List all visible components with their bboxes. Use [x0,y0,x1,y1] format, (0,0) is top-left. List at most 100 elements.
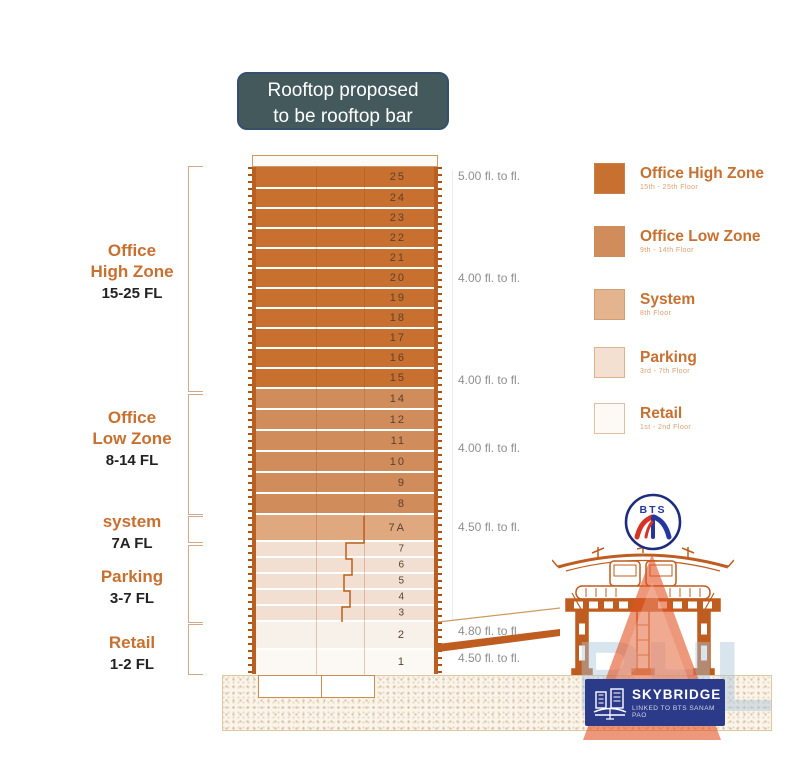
floor-20: 20 [256,269,434,289]
floor-19: 19 [256,289,434,309]
interior-column-line [316,167,317,675]
legend-subtitle: 1st - 2nd Floor [640,424,692,431]
legend-swatch [594,226,625,257]
building-tower: 25 24 23 22 21 20 19 18 17 16 15 14 12 11 10 9 8 7A 7 6 5 4 3 2… [248,155,442,675]
floor-14: 14 [256,389,434,410]
floor-23: 23 [256,209,434,229]
floor-number: 1 [397,656,406,668]
zone-bracket [188,545,203,623]
floor-25: 25 [256,167,434,189]
legend-subtitle: 8th Floor [640,310,672,317]
rooftop-callout-line2: to be rooftop bar [273,106,413,127]
legend-text: Office Low Zone 9th - 14th Floor [640,226,761,254]
zone-bracket [188,394,203,515]
dimension-guide-line [452,170,453,620]
dimension-label: 4.50 fl. to fl. [458,520,521,534]
floor-4: 4 [256,590,434,606]
floor-11: 11 [256,431,434,452]
legend-title: Office Low Zone [640,228,761,245]
floor-number: 11 [390,434,406,447]
legend-title: Parking [640,349,697,366]
zone-title: Parking [100,567,164,586]
dimension-label: 4.50 fl. to fl. [458,651,521,665]
zone-floors: 8-14 FL [105,452,159,469]
legend-entry-office: Office High Zone 15th - 25th Floor [594,163,764,194]
legend-swatch [594,289,625,320]
bts-logo: BTS [624,493,682,551]
legend-subtitle: 15th - 25th Floor [640,184,699,191]
legend-swatch [594,347,625,378]
legend-title: Office High Zone [640,165,764,182]
zone-label-8-14-fl: Office Low Zone 8-14 FL [52,407,212,471]
zone-title: Office [107,241,157,260]
zone-label-15-25-fl: Office High Zone 15-25 FL [52,240,212,304]
zone-bracket [188,624,203,675]
floor-15: 15 [256,369,434,389]
floor-5: 5 [256,574,434,590]
parking-ramp-steps [341,516,365,622]
zone-floors: 3-7 FL [109,590,155,607]
zone-bracket [188,166,203,392]
floor-number: 23 [389,212,406,224]
zone-title: Retail [108,633,156,652]
floor-17: 17 [256,329,434,349]
floor-number: 15 [389,372,406,384]
legend-text: Retail 1st - 2nd Floor [640,403,691,431]
floor-number: 2 [397,629,406,641]
interior-column-line [364,167,365,675]
zone-title: Office [107,408,157,427]
floor-number: 19 [389,292,406,304]
floor-9: 9 [256,473,434,494]
skybridge-icon [593,687,627,720]
legend-entry-office: Office Low Zone 9th - 14th Floor [594,226,761,257]
legend-swatch [594,403,625,434]
floor-8: 8 [256,494,434,515]
rooftop-callout-line1: Rooftop proposed [267,80,419,101]
floor-6: 6 [256,558,434,574]
floor-number: 3 [398,607,406,619]
legend-title: Retail [640,405,683,422]
legend-text: Parking 3rd - 7th Floor [640,347,697,375]
floor-10: 10 [256,452,434,473]
rooftop-callout: Rooftop proposed to be rooftop bar [237,72,449,130]
zone-floors: 1-2 FL [109,656,155,673]
floor-number: 25 [389,171,406,183]
legend-entry-system: System 8th Floor [594,289,695,320]
legend-entry-parking: Parking 3rd - 7th Floor [594,347,697,378]
floor-number: 10 [389,455,406,468]
floor-24: 24 [256,189,434,209]
floor-21: 21 [256,249,434,269]
skybridge-badge: SKYBRIDGE LINKED TO BTS SANAM PAO [585,679,725,726]
floor-1: 1 [256,650,434,674]
bts-logo-red-swoosh [634,514,655,540]
legend-text: Office High Zone 15th - 25th Floor [640,163,764,191]
dimension-label: 4.00 fl. to fl. [458,441,521,455]
legend-subtitle: 9th - 14th Floor [640,247,694,254]
floor-22: 22 [256,229,434,249]
building-roof [252,155,438,167]
floor-7a: 7A [256,515,434,542]
zone-title: system [102,512,162,531]
floor-number: 7 [398,543,406,555]
bts-logo-text: BTS [640,504,667,516]
floor-2: 2 [256,622,434,650]
floor-number: 5 [398,575,406,587]
dimension-label: 4.00 fl. to fl. [458,373,521,387]
zone-title: High Zone [90,262,174,281]
floor-number: 4 [398,591,406,603]
floor-number: 18 [389,312,406,324]
basement-outline [258,675,375,698]
bts-logo-blue-swoosh [651,514,672,540]
floor-number: 8 [397,497,406,510]
zone-label-1-2-fl: Retail 1-2 FL [52,632,212,675]
floor-number: 9 [397,476,406,489]
floor-number: 24 [389,192,406,204]
dimension-label: 5.00 fl. to fl. [458,169,521,183]
skybridge-connector [438,607,560,652]
floor-3: 3 [256,606,434,622]
floor-stack: 25 24 23 22 21 20 19 18 17 16 15 14 12 11 10 9 8 7A 7 6 5 4 3 2… [248,167,442,674]
floor-number: 17 [389,332,406,344]
floor-number: 22 [389,232,406,244]
skybridge-subtitle: LINKED TO BTS SANAM PAO [632,704,715,719]
